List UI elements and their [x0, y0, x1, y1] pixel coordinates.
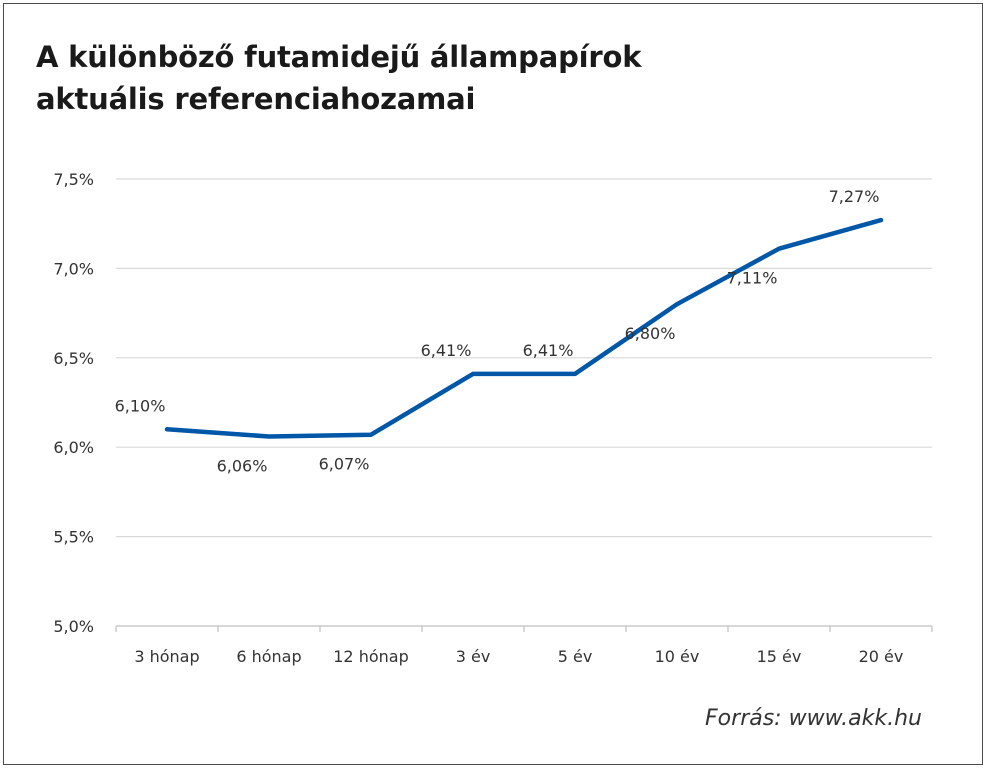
x-tick-label: 5 év: [558, 647, 593, 666]
data-label: 6,41%: [421, 341, 472, 360]
data-label: 6,10%: [115, 396, 166, 415]
data-label: 7,27%: [829, 187, 880, 206]
y-tick-label: 6,5%: [53, 349, 94, 368]
series-layer: [164, 217, 884, 439]
gridlines: [116, 178, 932, 538]
x-axis: [115, 625, 933, 632]
y-axis-tick-labels: 5,0% 5,5% 6,0% 6,5% 7,0% 7,5%: [53, 170, 94, 636]
data-label: 6,06%: [217, 456, 268, 475]
x-axis-tick-labels: 3 hónap 6 hónap 12 hónap 3 év 5 év 10 év 15 év…: [134, 647, 903, 666]
data-label: 6,80%: [625, 324, 676, 343]
data-labels: 6,10% 6,06% 6,07% 6,41% 6,41% 6,80% 7,11% 7,27%: [115, 187, 880, 475]
y-tick-label: 5,5%: [53, 528, 94, 547]
x-tick-label: 20 év: [859, 647, 904, 666]
chart-title: A különböző futamidejű állampapírok aktu…: [36, 36, 936, 120]
x-tick-label: 12 hónap: [333, 647, 408, 666]
data-label: 7,11%: [727, 269, 778, 288]
chart-title-line-1: A különböző futamidejű állampapírok: [36, 40, 642, 74]
x-tick-label: 15 év: [757, 647, 802, 666]
series-line: [164, 217, 884, 439]
y-tick-label: 6,0%: [53, 438, 94, 457]
chart-frame: [3, 3, 983, 765]
data-label: 6,41%: [523, 341, 574, 360]
x-tick-label: 3 év: [456, 647, 491, 666]
x-tick-label: 6 hónap: [236, 647, 301, 666]
data-label: 6,07%: [319, 455, 370, 474]
x-tick-label: 10 év: [655, 647, 700, 666]
y-tick-label: 5,0%: [53, 617, 94, 636]
x-tick-label: 3 hónap: [134, 647, 199, 666]
y-tick-label: 7,0%: [53, 259, 94, 278]
source-note: Forrás: www.akk.hu: [705, 706, 922, 731]
y-tick-label: 7,5%: [53, 170, 94, 189]
chart-title-line-2: aktuális referenciahozamai: [36, 82, 476, 116]
